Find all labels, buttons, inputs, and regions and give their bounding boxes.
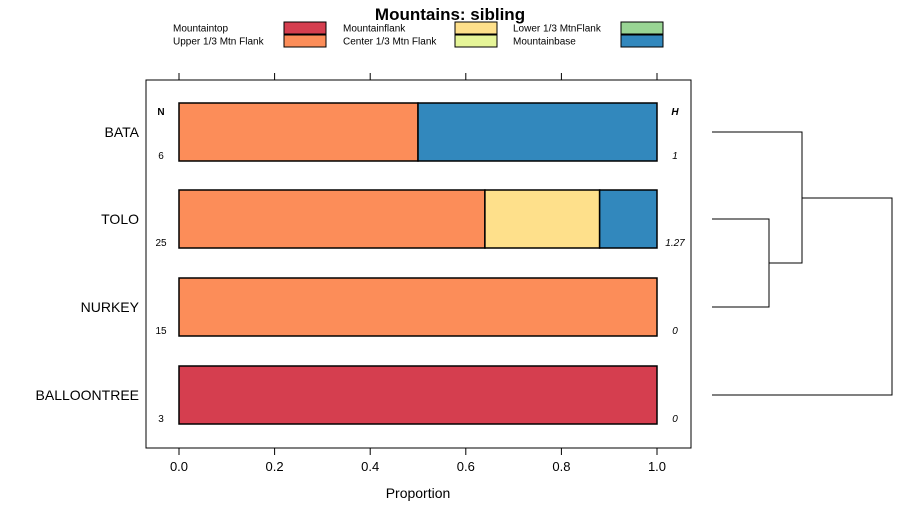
dendrogram-branch-bata-cluster [712,131,803,264]
dendrogram-branch-tolo-nurkey [712,218,770,308]
dendrogram [712,131,893,396]
x-tick-label-2: 0.4 [361,459,379,474]
h-value-balloontree: 0 [672,414,678,425]
legend-swatch-mountainflank [454,21,498,35]
h-value-tolo: 1.27 [665,238,685,249]
h-value-bata: 1 [672,151,678,162]
legend-swatch-lower-1-3-mtnflank [620,21,664,35]
x-tick-label-1: 0.2 [266,459,284,474]
legend-swatch-mountainbase [620,34,664,48]
n-header: N [157,107,164,118]
plot-frame [145,79,692,449]
legend-label-upper-1-3-mtn-flank: Upper 1/3 Mtn Flank [173,37,265,48]
x-tick-label-3: 0.6 [457,459,475,474]
legend: Mountaintop Upper 1/3 Mtn Flank Mountainfl… [173,21,664,48]
category-labels: BATA TOLO NURKEY BALLOONTREE [36,124,140,403]
legend-swatch-mountaintop [283,21,327,35]
category-label-bata: BATA [105,124,140,140]
legend-label-mountaintop: Mountaintop [173,24,228,35]
category-label-tolo: TOLO [101,211,139,227]
legend-swatch-center-1-3-mtn-flank [454,34,498,48]
legend-label-lower-1-3-mtnflank: Lower 1/3 MtnFlank [513,24,602,35]
x-axis-title: Proportion [386,485,451,501]
bar-bata-mountainbase [417,102,658,162]
x-tick-label-4: 0.8 [552,459,570,474]
bar-nurkey-upper-1-3-mtn-flank [178,277,658,337]
legend-label-mountainflank: Mountainflank [343,24,406,35]
chart-title: Mountains: sibling [375,5,525,24]
legend-swatch-upper-1-3-mtn-flank [283,34,327,48]
bar-tolo-mountainflank [484,189,601,249]
bar-tolo-upper-1-3-mtn-flank [178,189,486,249]
bar-tolo-mountainbase [598,189,658,249]
category-label-nurkey: NURKEY [81,299,140,315]
h-header: H [671,107,679,118]
n-value-nurkey: 15 [155,326,167,337]
x-tick-label-0: 0.0 [170,459,188,474]
category-label-balloontree: BALLOONTREE [36,387,139,403]
bar-balloontree-mountaintop [178,365,658,425]
bar-bata-upper-1-3-mtn-flank [178,102,419,162]
x-axis: 0.0 0.2 0.4 0.6 0.8 1.0 [170,73,666,474]
legend-label-mountainbase: Mountainbase [513,37,576,48]
dendrogram-branch-root [712,197,893,396]
h-labels: H 1 1.27 0 0 [665,107,685,425]
n-value-balloontree: 3 [158,414,164,425]
n-labels: N 6 25 15 3 [155,107,167,425]
n-value-tolo: 25 [155,238,167,249]
bars [178,102,658,425]
n-value-bata: 6 [158,151,164,162]
legend-label-center-1-3-mtn-flank: Center 1/3 Mtn Flank [343,37,437,48]
h-value-nurkey: 0 [672,326,678,337]
x-tick-label-5: 1.0 [648,459,666,474]
